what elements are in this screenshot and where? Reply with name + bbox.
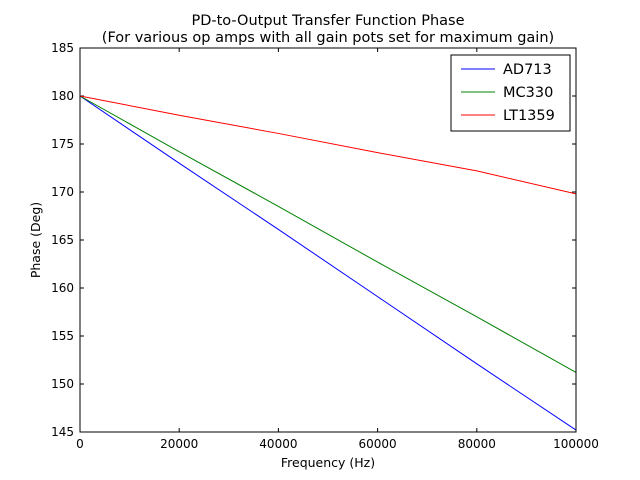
x-tick-label: 40000 bbox=[259, 437, 297, 451]
y-tick-label: 150 bbox=[51, 377, 74, 391]
y-tick-label: 170 bbox=[51, 185, 74, 199]
y-tick-label: 180 bbox=[51, 89, 74, 103]
series-line-lt1359 bbox=[79, 95, 577, 195]
axis-ticks: 0 20000 40000 60000 80000 100000 145 150 155 160 1… bbox=[51, 41, 599, 451]
legend: AD713 MC330 LT1359 bbox=[450, 54, 571, 132]
x-tick-label: 60000 bbox=[359, 437, 397, 451]
y-tick-label: 145 bbox=[51, 425, 74, 439]
x-tick-label: 0 bbox=[76, 437, 84, 451]
series-lines bbox=[79, 95, 577, 431]
legend-label-mc330: MC330 bbox=[503, 85, 553, 101]
y-tick-label: 155 bbox=[51, 329, 74, 343]
y-axis-label: Phase (Deg) bbox=[28, 202, 43, 278]
legend-box bbox=[450, 54, 571, 132]
legend-label-ad713: AD713 bbox=[503, 62, 552, 78]
y-tick-label: 160 bbox=[51, 281, 74, 295]
chart-title: PD-to-Output Transfer Function Phase bbox=[191, 13, 464, 29]
series-line-ad713 bbox=[79, 95, 577, 431]
x-tick-label: 100000 bbox=[553, 437, 599, 451]
y-tick-label: 165 bbox=[51, 233, 74, 247]
legend-label-lt1359: LT1359 bbox=[503, 108, 555, 124]
x-axis-label: Frequency (Hz) bbox=[281, 455, 375, 470]
x-tick-label: 20000 bbox=[160, 437, 198, 451]
y-tick-label: 175 bbox=[51, 137, 74, 151]
series-line-mc330 bbox=[79, 95, 577, 373]
chart-subtitle: (For various op amps with all gain pots … bbox=[102, 30, 554, 46]
x-tick-label: 80000 bbox=[458, 437, 496, 451]
plot-frame bbox=[79, 47, 577, 433]
y-tick-label: 185 bbox=[51, 41, 74, 55]
